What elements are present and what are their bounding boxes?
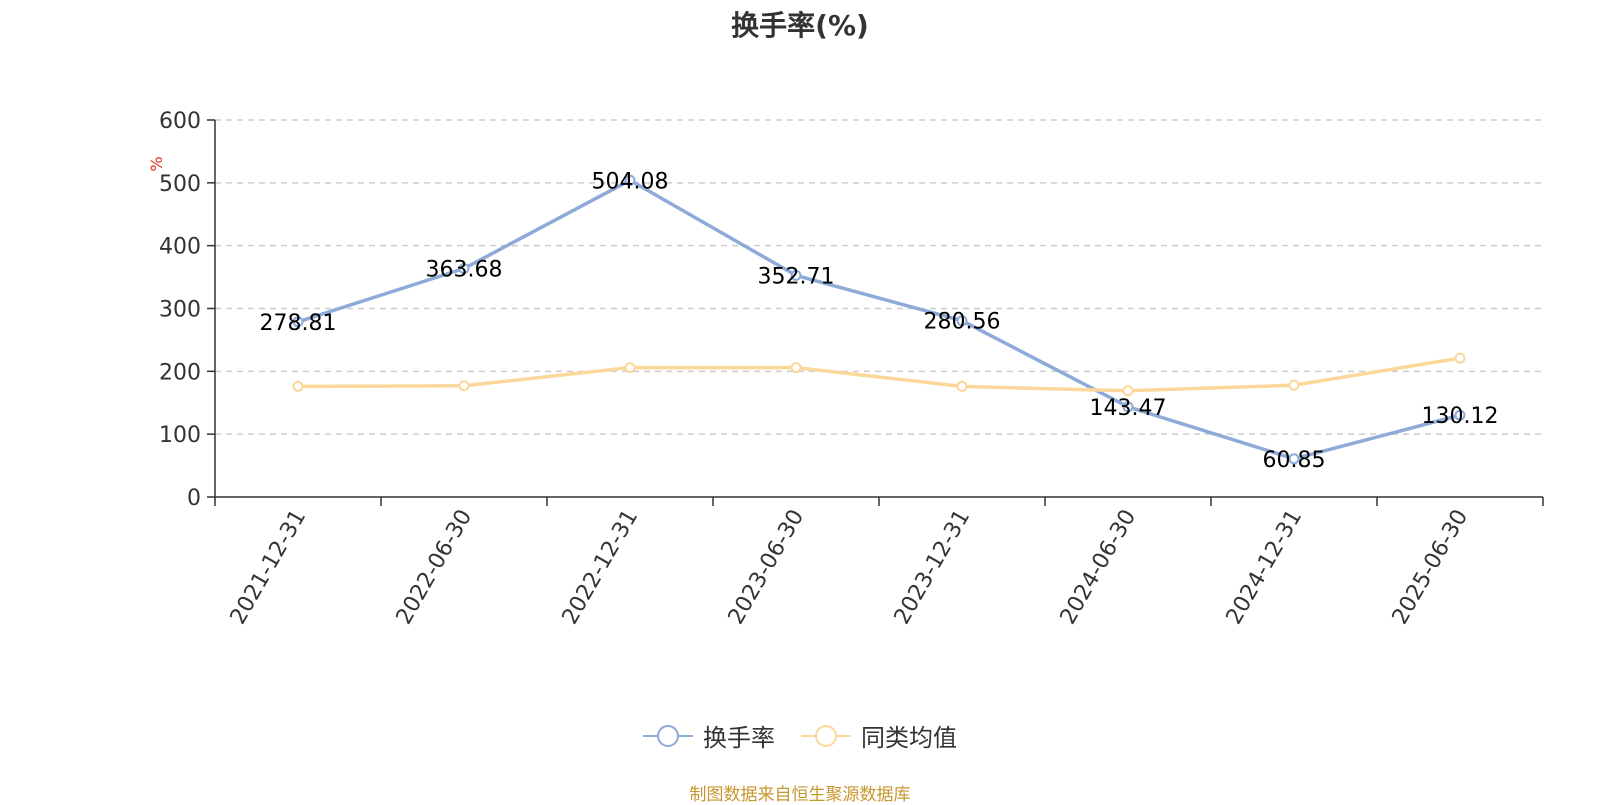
data-point bbox=[1122, 385, 1134, 397]
data-point bbox=[1454, 409, 1466, 421]
data-point bbox=[624, 362, 636, 374]
data-point bbox=[1288, 453, 1300, 465]
data-point bbox=[458, 262, 470, 274]
legend-label: 同类均值 bbox=[861, 724, 957, 752]
data-point bbox=[1454, 352, 1466, 364]
x-tick-label: 2023-06-30 bbox=[724, 506, 810, 629]
x-tick-label: 2023-12-31 bbox=[890, 506, 976, 629]
chart-title: 换手率(%) bbox=[731, 9, 869, 42]
legend-item-0[interactable]: 换手率 bbox=[643, 718, 775, 753]
series-line-1 bbox=[297, 356, 1461, 393]
x-tick-label: 2025-06-30 bbox=[1388, 506, 1474, 629]
data-point bbox=[292, 316, 304, 328]
data-point bbox=[790, 269, 802, 281]
legend-label: 换手率 bbox=[703, 724, 775, 752]
data-point bbox=[292, 380, 304, 392]
y-tick-label: 500 bbox=[159, 172, 201, 197]
y-tick-label: 200 bbox=[159, 360, 201, 385]
data-point bbox=[956, 315, 968, 327]
y-tick-label: 300 bbox=[159, 298, 201, 323]
axes: 0 100 200 300 400 500 600% 2021-12-31 2022-06-30… bbox=[147, 109, 1544, 629]
x-tick-label: 2024-06-30 bbox=[1056, 506, 1142, 629]
data-label: 60.85 bbox=[1263, 448, 1326, 473]
legend-marker-icon bbox=[643, 724, 693, 747]
x-tick-label: 2024-12-31 bbox=[1222, 506, 1308, 629]
series-lines bbox=[292, 174, 1466, 465]
data-point bbox=[1288, 379, 1300, 391]
series-line-0 bbox=[297, 178, 1461, 461]
legend-item-1[interactable]: 同类均值 bbox=[801, 718, 957, 753]
data-point bbox=[790, 362, 802, 374]
legend: 换手率 同类均值 bbox=[0, 718, 1600, 753]
data-point bbox=[624, 174, 636, 186]
data-label: 278.81 bbox=[260, 311, 337, 336]
data-label: 143.47 bbox=[1090, 396, 1167, 421]
y-tick-label: 0 bbox=[187, 486, 201, 511]
x-tick-label: 2022-12-31 bbox=[558, 506, 644, 629]
data-label: 130.12 bbox=[1422, 404, 1499, 429]
data-label: 280.56 bbox=[924, 310, 1001, 335]
legend-marker-icon bbox=[801, 724, 851, 747]
data-point bbox=[956, 380, 968, 392]
x-tick-label: 2021-12-31 bbox=[226, 506, 312, 629]
x-tick-label: 2022-06-30 bbox=[392, 506, 478, 629]
grid-lines bbox=[215, 119, 1543, 435]
y-tick-label: 600 bbox=[159, 109, 201, 134]
data-label: 363.68 bbox=[426, 257, 503, 282]
y-tick-label: 100 bbox=[159, 423, 201, 448]
data-point bbox=[458, 380, 470, 392]
data-point bbox=[1122, 401, 1134, 413]
data-labels: 278.81 363.68 504.08 352.71 280.56 143.47 60.8… bbox=[260, 169, 1499, 472]
y-tick-label: 400 bbox=[159, 235, 201, 260]
y-axis-label: % bbox=[147, 156, 166, 171]
data-label: 352.71 bbox=[758, 264, 835, 289]
source-note: 制图数据来自恒生聚源数据库 bbox=[689, 785, 911, 805]
data-label: 504.08 bbox=[592, 169, 669, 194]
